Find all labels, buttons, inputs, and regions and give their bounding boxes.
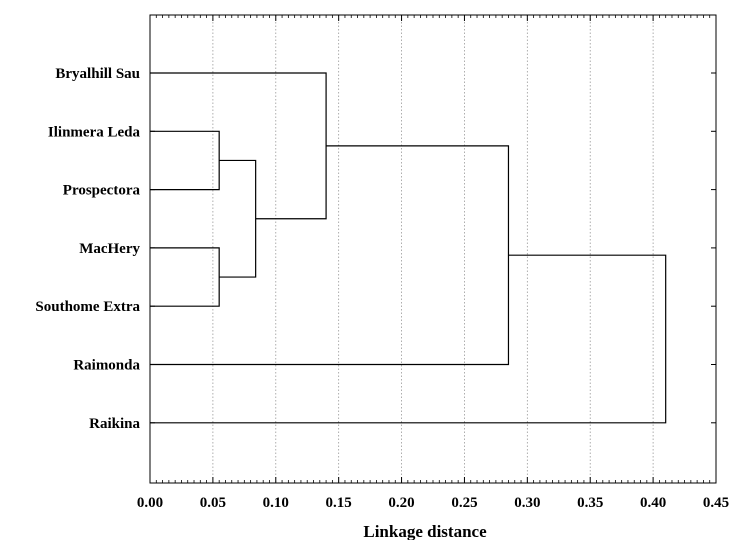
axis-ticks (149, 15, 717, 483)
x-tick-label: 0.10 (263, 495, 289, 511)
leaf-label: Raikina (89, 416, 140, 432)
leaf-label: Raimonda (73, 358, 140, 374)
leaf-label: Ilinmera Leda (48, 124, 141, 140)
leaf-label: Prospectora (63, 183, 141, 199)
dendrogram-link (150, 130, 220, 191)
dendrogram-link (150, 145, 510, 366)
x-tick-label: 0.00 (137, 495, 163, 511)
x-tick-label: 0.05 (200, 495, 226, 511)
x-tick-label: 0.20 (388, 495, 414, 511)
dendrogram-link (150, 247, 220, 307)
dendrogram-branches (150, 72, 667, 424)
x-axis-title: Linkage distance (363, 522, 487, 540)
x-tick-label: 0.40 (640, 495, 666, 511)
x-tick-label: 0.45 (703, 495, 729, 511)
x-tick-label: 0.35 (577, 495, 603, 511)
x-tick-labels: 0.00 0.05 0.10 0.15 0.20 0.25 0.30 0.35 0.40 0.45 (137, 495, 729, 511)
grid-lines (212, 15, 654, 483)
leaf-label: Bryalhill Sau (55, 66, 140, 82)
dendrogram-link (219, 159, 257, 278)
leaf-label: MacHery (79, 241, 140, 257)
dendrogram-link (150, 72, 327, 220)
plot-frame (149, 14, 717, 484)
x-tick-label: 0.30 (514, 495, 540, 511)
leaf-labels: Bryalhill Sau Ilinmera Leda Prospectora Mac… (35, 66, 140, 432)
x-tick-label: 0.25 (451, 495, 477, 511)
x-tick-label: 0.15 (326, 495, 352, 511)
dendrogram-link (150, 254, 667, 424)
leaf-label: Southome Extra (35, 299, 140, 315)
